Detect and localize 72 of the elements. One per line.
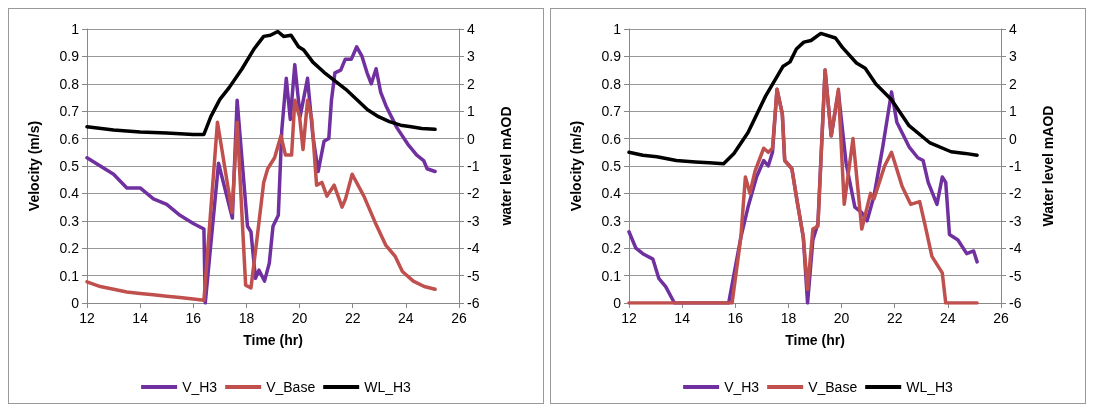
x-tick-label: 22 [886,310,903,326]
y2-tick-label: -4 [1009,240,1022,257]
y2-tick-label: 3 [1009,48,1017,65]
y2-tick-label: -1 [1009,158,1022,174]
y2-tick-label: 4 [1009,21,1017,37]
legend-label: V_Base [266,379,316,395]
y2-tick-label: 1 [1009,103,1017,120]
y-tick-label: 0.7 [59,103,80,120]
y2-tick-label: -5 [467,267,480,284]
x-tick-label: 14 [132,310,149,326]
y-tick-label: 0 [71,295,80,311]
y2-axis-title: water level mAOD [498,106,514,227]
y2-tick-label: -3 [1009,212,1022,229]
x-tick-label: 26 [993,310,1009,326]
y-axis-title: Velocity (m/s) [568,120,584,212]
y2-tick-label: -6 [467,295,480,311]
x-tick-label: 26 [451,310,467,326]
y-tick-label: 0.4 [601,185,622,202]
x-tick-label: 14 [674,310,691,326]
y-tick-label: 0.3 [59,212,80,229]
legend-label: WL_H3 [906,379,954,395]
y-tick-label: 1 [613,21,622,37]
legend-label: V_H3 [724,379,760,395]
x-axis-title: Time (hr) [785,332,845,348]
legend-label: WL_H3 [364,379,412,395]
x-tick-label: 24 [940,310,956,326]
y2-tick-label: 4 [467,21,475,37]
y2-tick-label: 1 [467,103,475,120]
x-tick-label: 16 [185,310,202,326]
y2-tick-label: 0 [1009,130,1017,147]
y2-tick-label: 3 [467,48,475,65]
y2-tick-label: -6 [1009,295,1022,311]
legend-label: V_Base [808,379,858,395]
y2-tick-label: 2 [1009,75,1017,92]
y2-tick-label: -5 [1009,267,1022,284]
y-tick-label: 0.6 [59,130,80,147]
y-tick-label: 0.9 [59,48,80,65]
x-tick-label: 18 [780,310,797,326]
y-tick-label: 0.5 [601,158,622,174]
y-tick-label: 0.2 [601,240,622,257]
x-tick-label: 18 [238,310,255,326]
y-tick-label: 0.8 [59,75,80,92]
x-tick-label: 24 [398,310,414,326]
y-tick-label: 0.9 [601,48,622,65]
y-tick-label: 0.5 [59,158,80,174]
legend-label: V_H3 [182,379,218,395]
y-tick-label: 0.1 [59,267,80,284]
x-tick-label: 22 [344,310,361,326]
y2-tick-label: 2 [467,75,475,92]
y-tick-label: 0.2 [59,240,80,257]
y2-axis-title: Water level mAOD [1040,105,1056,227]
y-tick-label: 0 [613,295,622,311]
y-tick-label: 0.1 [601,267,622,284]
y-tick-label: 0.7 [601,103,622,120]
y2-tick-label: -4 [467,240,480,257]
y2-tick-label: -2 [1009,185,1022,202]
x-tick-label: 20 [833,310,850,326]
x-tick-label: 12 [621,310,637,326]
x-axis-title: Time (hr) [243,332,303,348]
y2-tick-label: -2 [467,185,480,202]
x-tick-label: 12 [79,310,95,326]
y-tick-label: 0.4 [59,185,80,202]
y-tick-label: 1 [71,21,80,37]
y2-tick-label: -1 [467,158,480,174]
x-tick-label: 20 [291,310,308,326]
y-tick-label: 0.3 [601,212,622,229]
y2-tick-label: -3 [467,212,480,229]
y-tick-label: 0.8 [601,75,622,92]
y-tick-label: 0.6 [601,130,622,147]
x-tick-label: 16 [727,310,744,326]
y2-tick-label: 0 [467,130,475,147]
y-axis-title: Velocity (m/s) [26,120,42,212]
